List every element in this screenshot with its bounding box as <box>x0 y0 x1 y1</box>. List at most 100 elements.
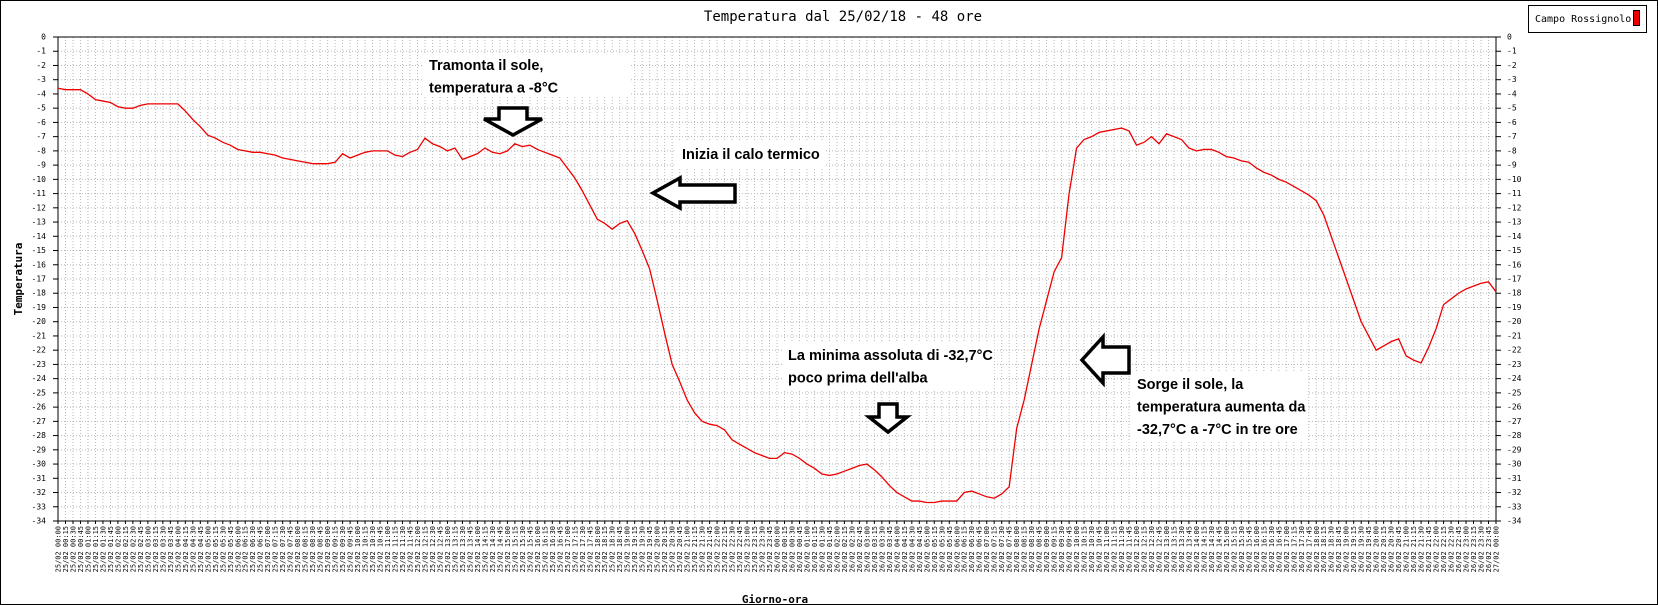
x-tick-label: 26/02 18:15 <box>1320 526 1328 572</box>
x-tick-label: 25/02 04:45 <box>197 526 205 572</box>
y-tick-label: -28 <box>32 431 47 440</box>
x-tick-label: 25/02 16:15 <box>541 526 549 572</box>
y-tick-label-right: -32 <box>1507 488 1522 497</box>
x-tick-label: 26/02 20:30 <box>1388 526 1396 572</box>
x-tick-label: 26/02 09:00 <box>1043 526 1051 572</box>
x-tick-label: 25/02 01:30 <box>99 526 107 572</box>
x-tick-label: 25/02 02:15 <box>122 526 130 572</box>
y-tick-label: -11 <box>32 189 47 198</box>
annotation-box <box>1131 372 1307 442</box>
x-tick-label: 26/02 13:30 <box>1178 526 1186 572</box>
x-tick-label: 26/02 20:15 <box>1380 526 1388 572</box>
x-tick-label: 26/02 07:30 <box>998 526 1006 572</box>
annotation-box <box>676 142 824 168</box>
x-tick-label: 26/02 22:30 <box>1448 526 1456 572</box>
x-tick-label: 25/02 03:00 <box>144 526 152 572</box>
x-tick-label: 26/02 04:45 <box>916 526 924 572</box>
y-tick-label: -32 <box>32 488 47 497</box>
x-tick-label: 26/02 01:45 <box>826 526 834 572</box>
y-tick-label-right: -14 <box>1507 232 1522 241</box>
annotation-box <box>782 343 994 389</box>
x-tick-label: 26/02 16:30 <box>1268 526 1276 572</box>
x-tick-label: 25/02 10:30 <box>369 526 377 572</box>
x-tick-label: 26/02 23:45 <box>1485 526 1493 572</box>
x-tick-label: 26/02 13:15 <box>1170 526 1178 572</box>
y-tick-label-right: -30 <box>1507 460 1522 469</box>
x-tick-label: 25/02 08:30 <box>309 526 317 572</box>
x-tick-label: 26/02 09:30 <box>1058 526 1066 572</box>
y-tick-label: -10 <box>32 175 47 184</box>
y-tick-label: -5 <box>36 104 46 113</box>
x-tick-label: 25/02 19:15 <box>631 526 639 572</box>
x-tick-label: 25/02 16:45 <box>556 526 564 572</box>
x-tick-label: 25/02 15:45 <box>526 526 534 572</box>
x-tick-label: 25/02 01:45 <box>107 526 115 572</box>
x-tick-label: 26/02 14:45 <box>1215 526 1223 572</box>
x-tick-label: 25/02 03:45 <box>167 526 175 572</box>
y-tick-label: -15 <box>32 246 47 255</box>
x-tick-label: 25/02 04:00 <box>174 526 182 572</box>
y-tick-label: -34 <box>32 517 47 526</box>
x-tick-label: 25/02 05:15 <box>212 526 220 572</box>
annotation-text: Sorge il sole, la <box>1137 377 1244 393</box>
x-tick-label: 26/02 00:45 <box>796 526 804 572</box>
x-tick-label: 25/02 03:15 <box>152 526 160 572</box>
x-tick-label: 26/02 19:00 <box>1343 526 1351 572</box>
x-tick-label: 25/02 05:00 <box>204 526 212 572</box>
x-tick-label: 26/02 07:45 <box>1006 526 1014 572</box>
x-tick-label: 26/02 19:30 <box>1358 526 1366 572</box>
x-tick-label: 25/02 12:00 <box>414 526 422 572</box>
x-tick-label: 26/02 06:30 <box>968 526 976 572</box>
x-tick-label: 26/02 03:15 <box>871 526 879 572</box>
y-tick-label-right: -2 <box>1507 61 1517 70</box>
y-tick-label: -22 <box>32 346 47 355</box>
arrow-down <box>483 106 543 137</box>
x-tick-label: 26/02 17:15 <box>1290 526 1298 572</box>
x-tick-label: 26/02 10:15 <box>1081 526 1089 572</box>
y-tick-label-right: -24 <box>1507 374 1522 383</box>
y-tick-label: -33 <box>32 502 47 511</box>
x-tick-label: 25/02 22:00 <box>714 526 722 572</box>
x-tick-label: 26/02 23:30 <box>1478 526 1486 572</box>
x-tick-label: 26/02 15:15 <box>1230 526 1238 572</box>
annotation-text: La minima assoluta di -32,7°C <box>788 348 993 364</box>
x-tick-label: 25/02 20:15 <box>661 526 669 572</box>
x-tick-label: 26/02 16:45 <box>1275 526 1283 572</box>
x-tick-label: 26/02 08:00 <box>1013 526 1021 572</box>
y-tick-label: -27 <box>32 417 47 426</box>
x-tick-label: 26/02 15:30 <box>1238 526 1246 572</box>
x-tick-label: 25/02 02:45 <box>137 526 145 572</box>
x-tick-label: 25/02 08:15 <box>302 526 310 572</box>
chart-title: Temperatura dal 25/02/18 - 48 ore <box>704 9 982 25</box>
plot-border <box>57 36 1497 522</box>
x-tick-label: 26/02 06:00 <box>953 526 961 572</box>
x-tick-label: 26/02 02:30 <box>848 526 856 572</box>
x-tick-label: 25/02 04:15 <box>182 526 190 572</box>
x-tick-label: 25/02 09:00 <box>324 526 332 572</box>
x-tick-label: 26/02 03:45 <box>886 526 894 572</box>
x-axis-label: Giorno-ora <box>742 593 808 605</box>
x-tick-label: 26/02 01:00 <box>803 526 811 572</box>
y-tick-label-right: -20 <box>1507 317 1522 326</box>
x-tick-label: 25/02 13:15 <box>451 526 459 572</box>
x-tick-label: 26/02 20:45 <box>1395 526 1403 572</box>
x-tick-label: 25/02 12:45 <box>436 526 444 572</box>
y-tick-label-right: -10 <box>1507 175 1522 184</box>
y-tick-label-right: -22 <box>1507 346 1522 355</box>
y-tick-label: -12 <box>32 203 47 212</box>
x-tick-label: 26/02 08:30 <box>1028 526 1036 572</box>
x-tick-label: 25/02 18:00 <box>594 526 602 572</box>
y-tick-label: -21 <box>32 331 47 340</box>
y-tick-label-right: -7 <box>1507 132 1517 141</box>
x-tick-label: 25/02 21:15 <box>691 526 699 572</box>
x-tick-label: 25/02 21:00 <box>684 526 692 572</box>
x-tick-label: 26/02 02:00 <box>833 526 841 572</box>
x-tick-label: 26/02 13:00 <box>1163 526 1171 572</box>
y-tick-label: -23 <box>32 360 47 369</box>
x-tick-label: 25/02 18:15 <box>601 526 609 572</box>
y-tick-label: -13 <box>32 218 47 227</box>
x-tick-label: 26/02 11:00 <box>1103 526 1111 572</box>
x-tick-label: 25/02 21:30 <box>699 526 707 572</box>
y-tick-label: -6 <box>36 118 46 127</box>
x-tick-label: 26/02 21:15 <box>1410 526 1418 572</box>
